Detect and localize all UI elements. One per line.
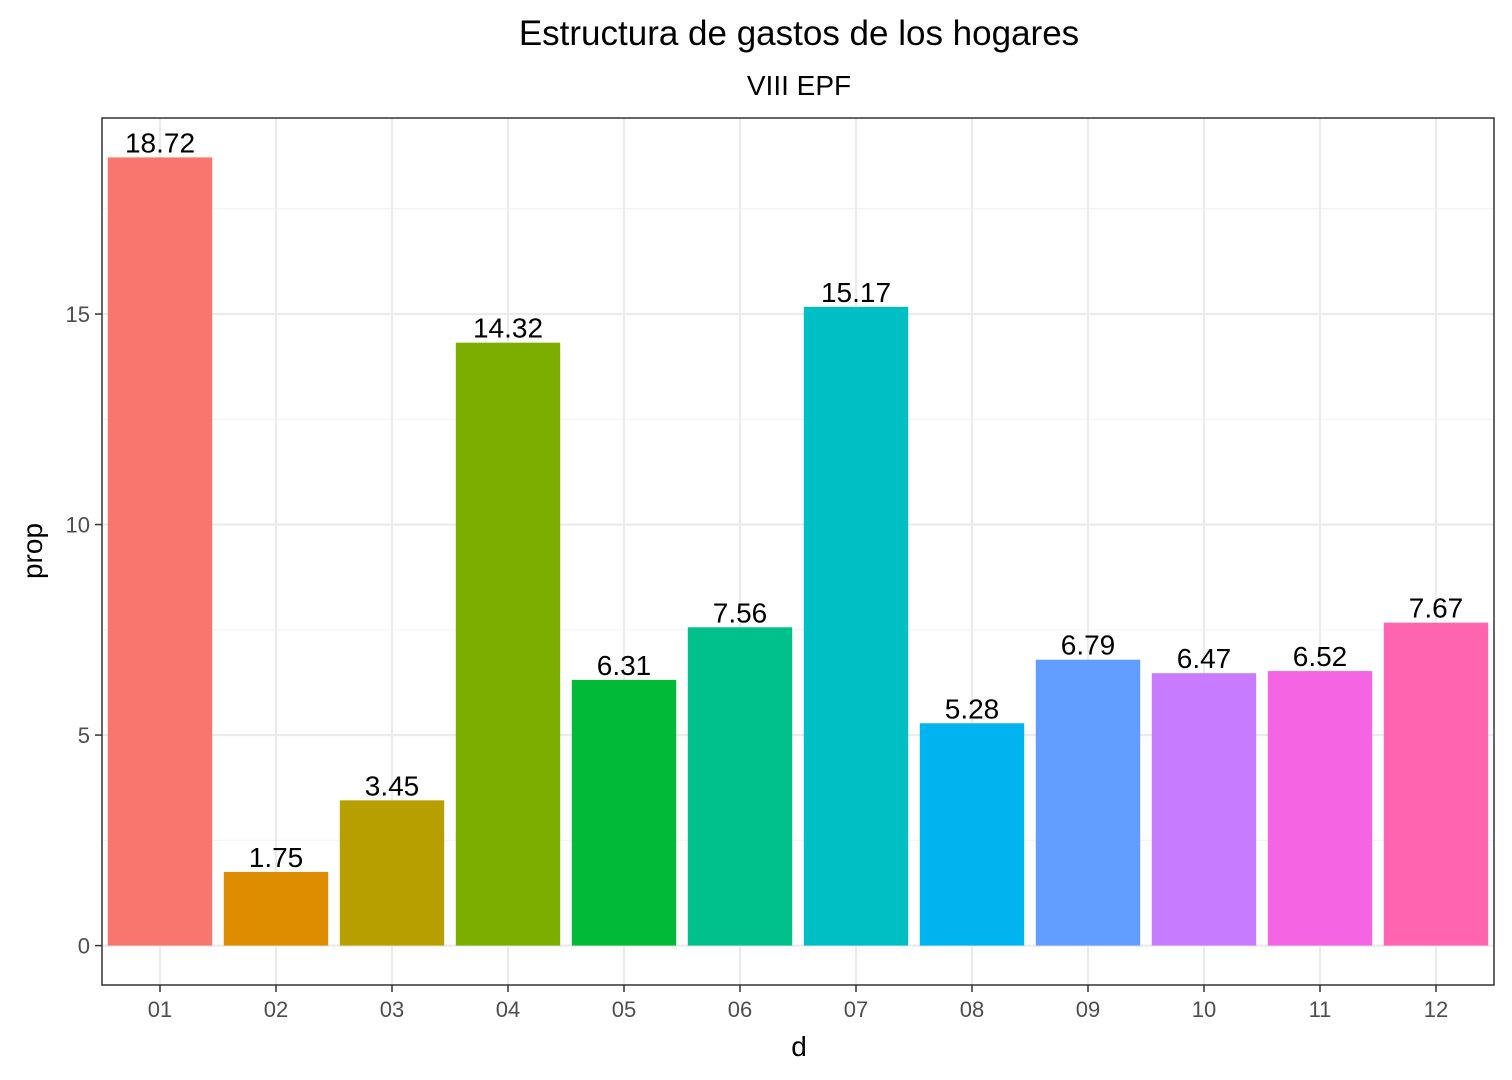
x-tick-label: 12 — [1424, 997, 1448, 1022]
x-tick-label: 07 — [844, 997, 868, 1022]
data-label-06: 7.56 — [713, 597, 768, 628]
bar-11 — [1267, 671, 1373, 946]
x-tick-label: 04 — [496, 997, 520, 1022]
data-label-12: 7.67 — [1409, 593, 1464, 624]
data-label-08: 5.28 — [945, 693, 1000, 724]
y-axis-title: prop — [17, 523, 48, 579]
x-tick-label: 03 — [380, 997, 404, 1022]
x-tick-label: 02 — [264, 997, 288, 1022]
data-labels: 18.72 1.75 3.45 14.32 6.31 7.56 15.17 5.28 6.79 6… — [125, 127, 1463, 873]
data-label-02: 1.75 — [249, 842, 304, 873]
data-label-09: 6.79 — [1061, 630, 1116, 661]
y-axis: 0 5 10 15 — [66, 302, 102, 959]
x-axis: 01 02 03 04 05 06 07 08 09 10 11 12 — [148, 985, 1448, 1022]
x-tick-label: 11 — [1309, 997, 1332, 1022]
bars — [107, 157, 1489, 946]
data-label-11: 6.52 — [1293, 641, 1348, 672]
data-label-05: 6.31 — [597, 650, 652, 681]
bar-06 — [687, 627, 793, 946]
chart-title: Estructura de gastos de los hogares — [519, 14, 1079, 53]
y-tick-label: 5 — [78, 723, 90, 748]
y-tick-label: 10 — [66, 513, 90, 538]
bar-05 — [571, 679, 677, 946]
bar-02 — [223, 871, 329, 946]
bar-03 — [339, 800, 445, 946]
bar-04 — [455, 342, 561, 946]
bar-10 — [1151, 673, 1257, 946]
plot-panel-border — [101, 117, 1495, 986]
x-tick-label: 09 — [1076, 997, 1100, 1022]
bar-01 — [107, 157, 213, 946]
bar-08 — [919, 723, 1025, 946]
y-tick-label: 15 — [66, 302, 90, 327]
x-tick-label: 01 — [148, 997, 172, 1022]
data-label-07: 15.17 — [821, 277, 891, 308]
bar-09 — [1035, 659, 1141, 946]
x-tick-label: 10 — [1192, 997, 1216, 1022]
x-tick-label: 08 — [960, 997, 984, 1022]
x-tick-label: 05 — [612, 997, 636, 1022]
bar-07 — [803, 306, 909, 946]
data-label-01: 18.72 — [125, 127, 195, 158]
y-tick-label: 0 — [78, 934, 90, 959]
bar-12 — [1383, 622, 1489, 946]
data-label-04: 14.32 — [473, 313, 543, 344]
chart-subtitle: VIII EPF — [747, 70, 851, 101]
x-tick-label: 06 — [728, 997, 752, 1022]
data-label-10: 6.47 — [1177, 643, 1232, 674]
data-label-03: 3.45 — [365, 770, 420, 801]
x-axis-title: d — [791, 1031, 807, 1062]
